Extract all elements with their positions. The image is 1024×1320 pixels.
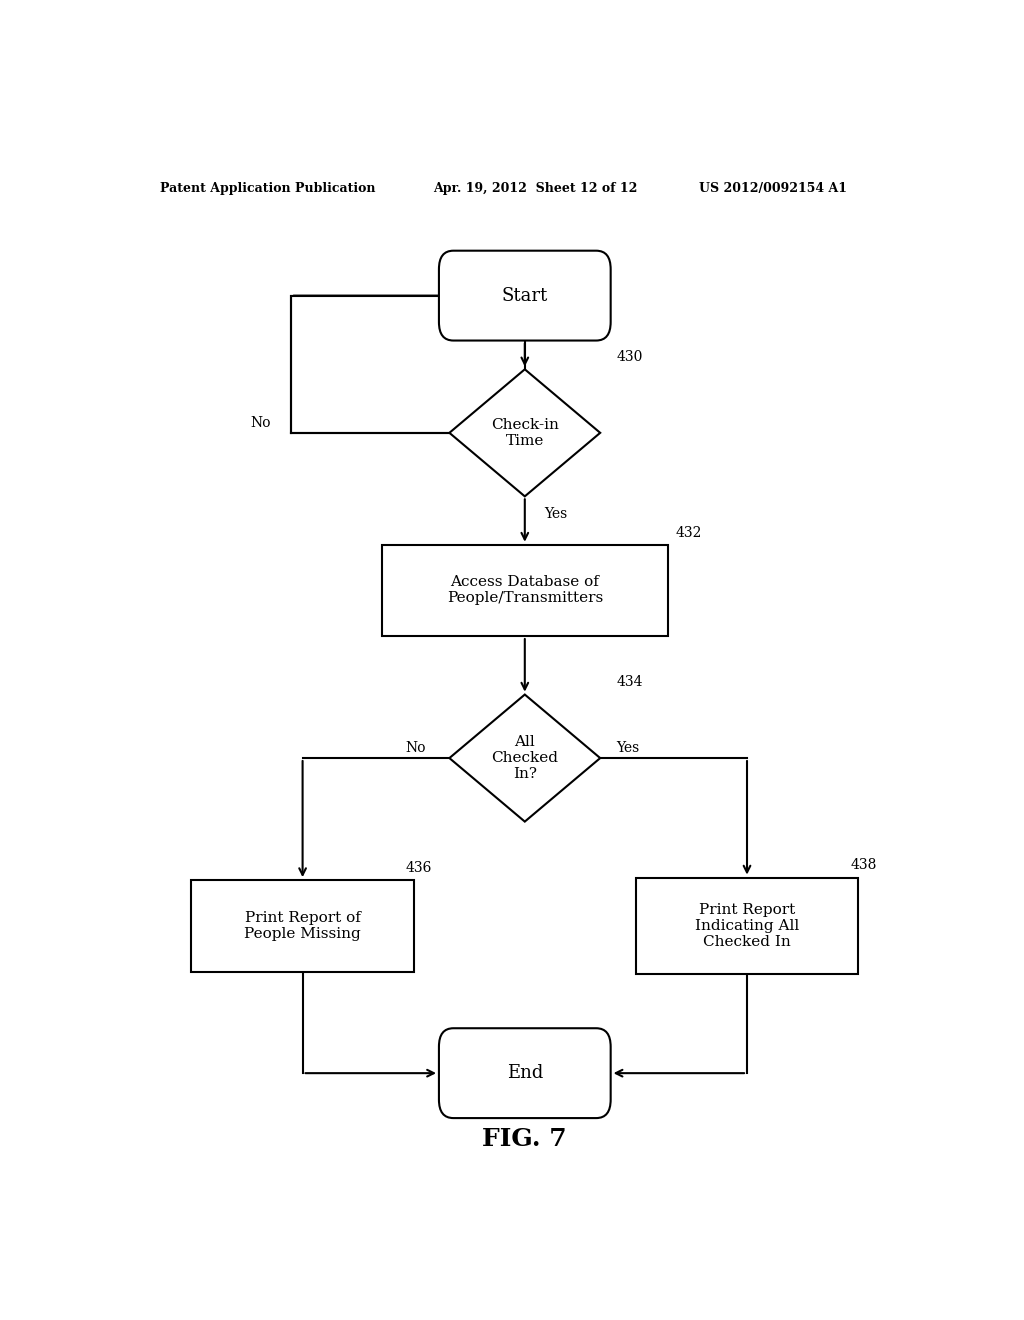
FancyBboxPatch shape [439,1028,610,1118]
Text: FIG. 7: FIG. 7 [482,1127,567,1151]
Text: Access Database of
People/Transmitters: Access Database of People/Transmitters [446,576,603,606]
FancyBboxPatch shape [439,251,610,341]
Text: Print Report
Indicating All
Checked In: Print Report Indicating All Checked In [695,903,799,949]
Text: US 2012/0092154 A1: US 2012/0092154 A1 [699,182,848,195]
Text: Yes: Yes [545,507,568,520]
Text: Start: Start [502,286,548,305]
Text: Patent Application Publication: Patent Application Publication [160,182,375,195]
Bar [382,545,668,636]
Text: No: No [250,416,270,430]
Polygon shape [450,694,600,821]
Text: 432: 432 [676,525,702,540]
Text: All
Checked
In?: All Checked In? [492,735,558,781]
Bar [636,878,858,974]
Text: 438: 438 [850,858,877,873]
Text: End: End [507,1064,543,1082]
Text: 436: 436 [406,861,432,875]
Bar [191,880,414,972]
Text: Check-in
Time: Check-in Time [490,417,559,447]
Bar [291,296,525,433]
Text: Print Report of
People Missing: Print Report of People Missing [244,911,361,941]
Polygon shape [450,370,600,496]
Text: No: No [406,741,426,755]
Text: 430: 430 [616,350,642,364]
Text: 434: 434 [616,676,643,689]
Text: Apr. 19, 2012  Sheet 12 of 12: Apr. 19, 2012 Sheet 12 of 12 [433,182,638,195]
Text: Yes: Yes [616,741,639,755]
